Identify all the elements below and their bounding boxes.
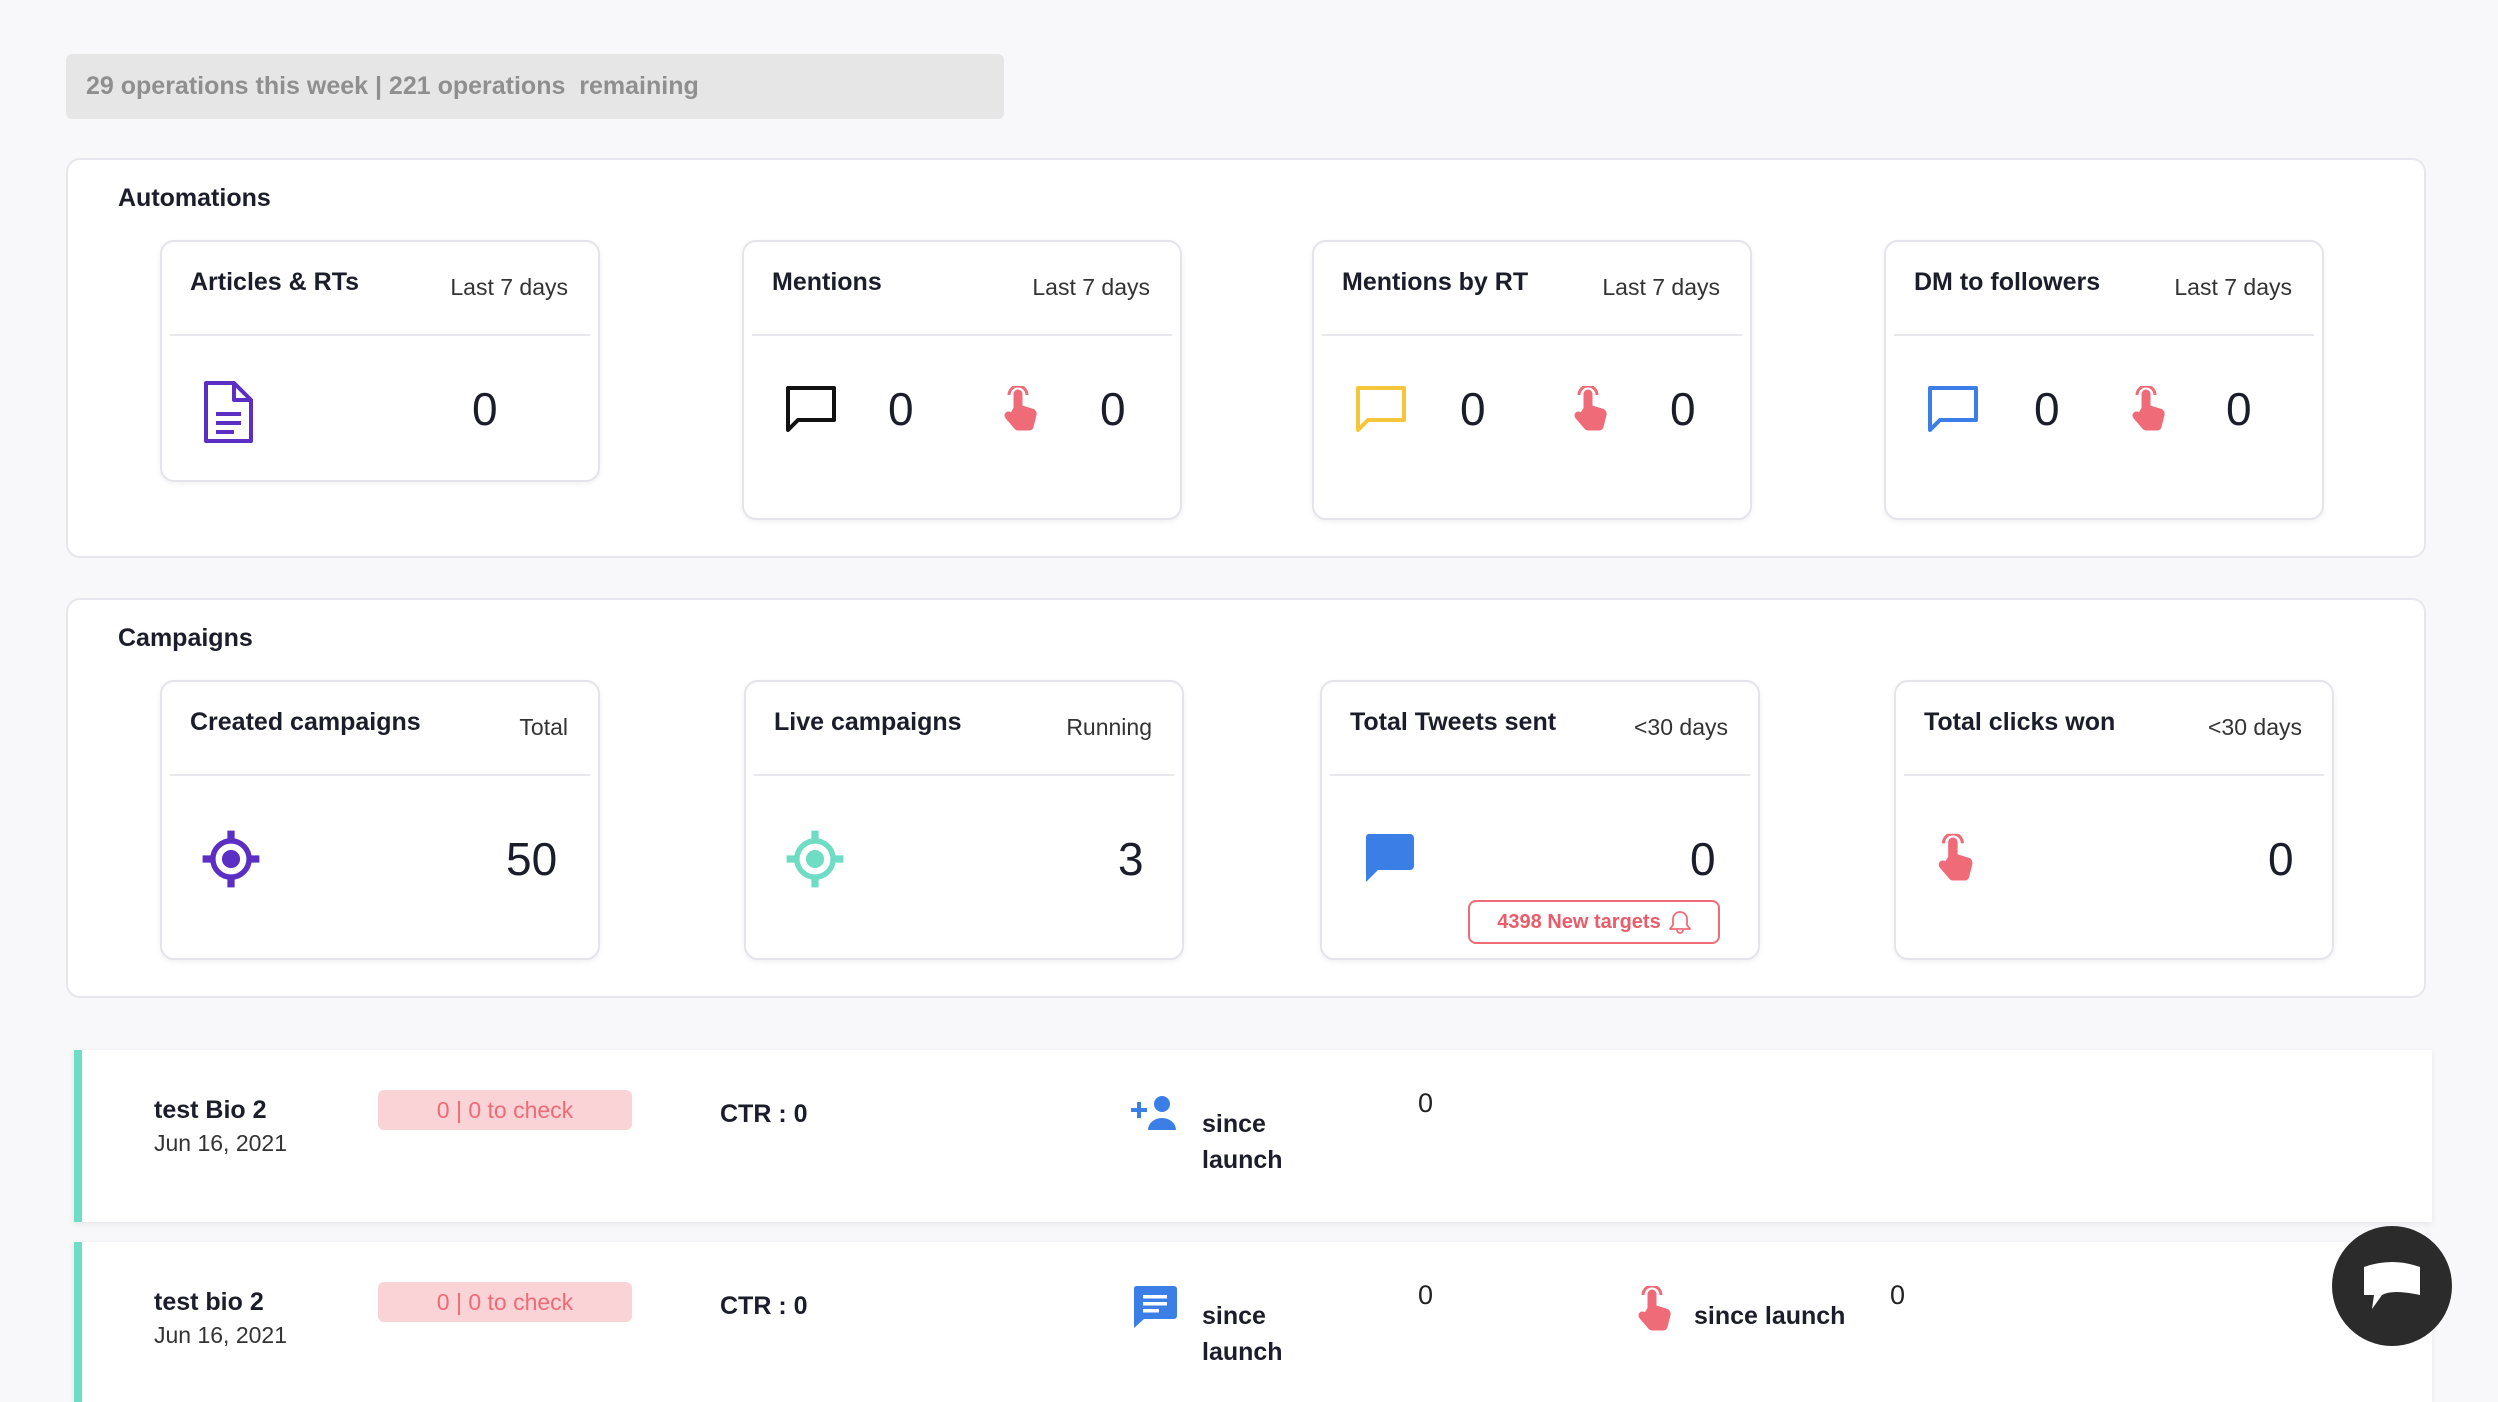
tap-hand-icon [1634,1284,1674,1336]
dm-clicks: 0 [2226,383,2252,435]
total-tweets-card[interactable]: Total Tweets sent <30 days 0 4398 New ta… [1320,680,1760,960]
target-icon [786,830,844,888]
since-launch-value: 0 [1418,1280,1434,1310]
new-targets-badge[interactable]: 4398 New targets [1468,900,1720,944]
tap-hand-icon [1570,382,1610,438]
card-period: Last 7 days [1602,274,1720,300]
campaigns-title: Campaigns [118,624,253,652]
card-period: Running [1066,714,1152,740]
card-period: Last 7 days [2174,274,2292,300]
created-campaigns-card[interactable]: Created campaigns Total 50 [160,680,600,960]
card-title: Created campaigns [190,708,421,736]
articles-count: 0 [472,383,498,435]
campaign-name[interactable]: test Bio 2 [154,1096,267,1124]
row-accent [74,1050,82,1222]
ctr-value: CTR : 0 [720,1292,808,1320]
automations-title: Automations [118,184,271,212]
total-clicks-card[interactable]: Total clicks won <30 days 0 [1894,680,2334,960]
campaign-name[interactable]: test bio 2 [154,1288,264,1316]
mentions-card[interactable]: Mentions Last 7 days 0 0 [742,240,1182,520]
campaign-row[interactable]: test Bio 2 Jun 16, 2021 0 | 0 to check C… [74,1050,2432,1222]
tap-hand-icon [2128,382,2168,438]
mentions-by-rt-card[interactable]: Mentions by RT Last 7 days 0 0 [1312,240,1752,520]
card-title: Total Tweets sent [1350,708,1557,736]
document-icon [204,381,253,443]
clicks-since-launch-value: 0 [1890,1280,1906,1310]
total-tweets-count: 0 [1690,833,1716,885]
live-campaigns-count: 3 [1118,833,1144,885]
card-title: DM to followers [1914,268,2101,296]
articles-rts-card[interactable]: Articles & RTs Last 7 days 0 [160,240,600,482]
card-title: Live campaigns [774,708,962,736]
mentions-rt-count: 0 [1460,383,1486,435]
mentions-rt-clicks: 0 [1670,383,1696,435]
chat-widget-button[interactable] [2332,1226,2452,1346]
card-period: <30 days [2208,714,2302,740]
row-accent [74,1242,82,1402]
total-clicks-count: 0 [2268,833,2294,885]
add-user-icon [1131,1096,1176,1130]
card-title: Mentions [772,268,882,296]
since-launch-label: since launch [1202,1110,1283,1174]
chat-filled-icon [1365,834,1414,882]
card-title: Articles & RTs [190,268,360,296]
live-campaigns-card[interactable]: Live campaigns Running 3 [744,680,1184,960]
mentions-clicks: 0 [1100,383,1126,435]
dm-count: 0 [2034,383,2060,435]
ctr-value: CTR : 0 [720,1100,808,1128]
tap-hand-icon [1000,382,1040,438]
since-launch-label: since launch [1202,1302,1283,1366]
operations-banner: 29 operations this week | 221 operations… [66,54,1004,119]
since-launch-value: 0 [1418,1088,1434,1118]
card-title: Mentions by RT [1342,268,1529,296]
campaign-row[interactable]: test bio 2 Jun 16, 2021 0 | 0 to check C… [74,1242,2432,1402]
card-period: Last 7 days [450,274,568,300]
card-period: Last 7 days [1032,274,1150,300]
campaign-date: Jun 16, 2021 [154,1322,288,1348]
automations-panel: Automations Articles & RTs Last 7 days 0… [66,158,2426,558]
card-period: Total [519,714,568,740]
chat-outline-icon [1356,386,1406,432]
dm-followers-card[interactable]: DM to followers Last 7 days 0 0 [1884,240,2324,520]
chat-widget-icon [2364,1262,2420,1309]
clicks-since-launch-label: since launch [1694,1302,1846,1330]
campaign-date: Jun 16, 2021 [154,1130,288,1156]
target-icon [202,830,260,888]
new-targets-label: 4398 New targets [1497,910,1661,933]
campaigns-panel: Campaigns Created campaigns Total 50 Liv… [66,598,2426,998]
chat-outline-icon [786,386,836,432]
created-campaigns-count: 50 [506,833,558,885]
tap-hand-icon [1934,830,1976,888]
check-badge[interactable]: 0 | 0 to check [378,1090,632,1130]
mentions-count: 0 [888,383,914,435]
card-period: <30 days [1634,714,1728,740]
card-title: Total clicks won [1924,708,2116,736]
check-badge[interactable]: 0 | 0 to check [378,1282,632,1322]
chat-outline-icon [1928,386,1978,432]
bell-icon [1668,911,1691,934]
message-icon [1133,1286,1177,1328]
